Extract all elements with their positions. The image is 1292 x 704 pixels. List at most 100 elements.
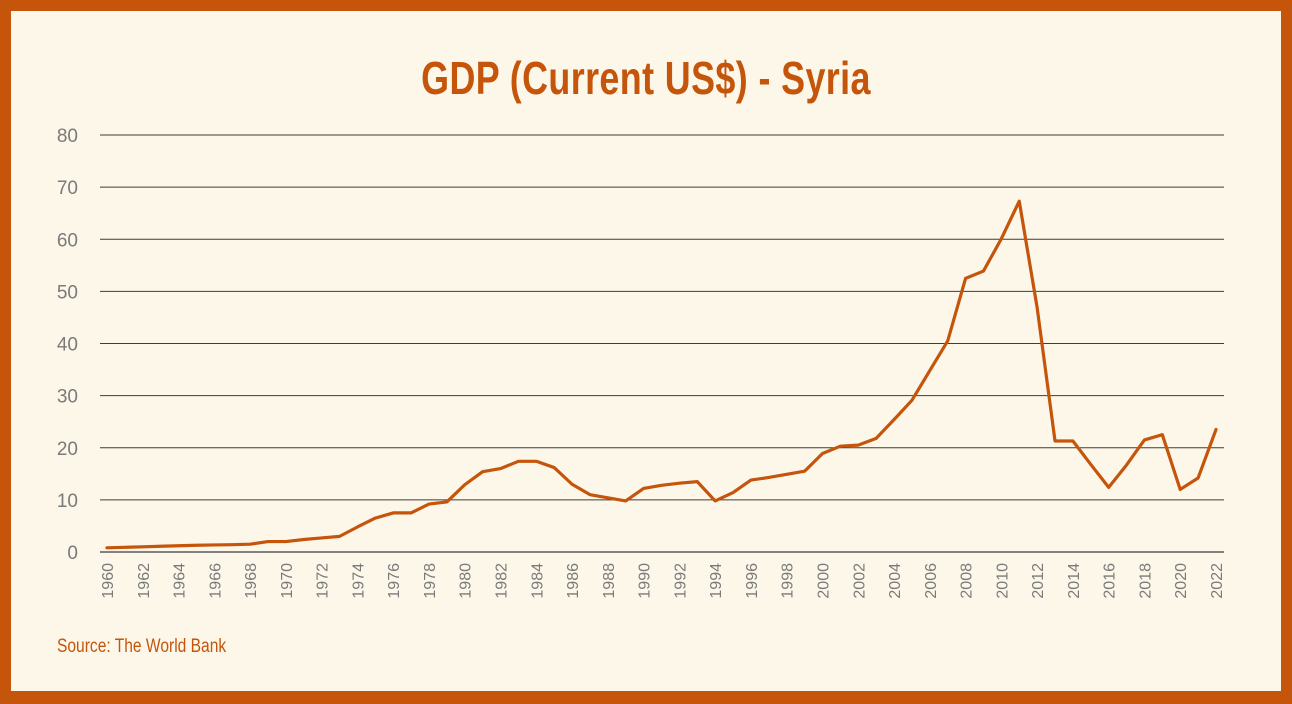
x-tick-label-1972: 1972 xyxy=(315,563,332,599)
data-point-2000 xyxy=(820,451,824,455)
data-point-1983 xyxy=(516,459,520,463)
data-point-1991 xyxy=(660,483,664,487)
data-point-1971 xyxy=(302,537,306,541)
y-tick-label-20: 20 xyxy=(57,439,78,460)
data-point-2004 xyxy=(892,418,896,422)
data-point-1995 xyxy=(731,491,735,495)
x-tick-label-1988: 1988 xyxy=(601,563,618,599)
x-tick-label-1964: 1964 xyxy=(172,563,189,599)
data-point-2021 xyxy=(1196,476,1200,480)
data-point-1966 xyxy=(212,543,216,547)
x-tick-label-1968: 1968 xyxy=(243,563,260,599)
data-point-2011 xyxy=(1017,199,1021,203)
data-point-2018 xyxy=(1142,438,1146,442)
data-point-1992 xyxy=(677,481,681,485)
x-tick-label-2020: 2020 xyxy=(1173,563,1190,599)
data-point-1989 xyxy=(624,499,628,503)
data-point-1974 xyxy=(355,525,359,529)
data-point-2003 xyxy=(874,436,878,440)
y-tick-label-70: 70 xyxy=(57,178,78,199)
data-point-2007 xyxy=(946,339,950,343)
data-point-1987 xyxy=(588,493,592,497)
data-point-1982 xyxy=(499,467,503,471)
data-point-1972 xyxy=(320,536,324,540)
x-tick-label-1960: 1960 xyxy=(100,563,117,599)
x-tick-label-1970: 1970 xyxy=(279,563,296,599)
data-point-2015 xyxy=(1089,462,1093,466)
data-point-2016 xyxy=(1107,485,1111,489)
data-point-1965 xyxy=(194,543,198,547)
data-point-2010 xyxy=(999,237,1003,241)
series-line-gdp xyxy=(105,199,1218,550)
x-tick-label-1980: 1980 xyxy=(458,563,475,599)
x-tick-label-2008: 2008 xyxy=(959,563,976,599)
x-tick-label-2006: 2006 xyxy=(923,563,940,599)
data-point-1961 xyxy=(123,545,127,549)
data-point-1963 xyxy=(159,544,163,548)
x-tick-label-1992: 1992 xyxy=(672,563,689,599)
data-point-1981 xyxy=(481,470,485,474)
data-point-1962 xyxy=(141,545,145,549)
data-point-2014 xyxy=(1071,439,1075,443)
data-point-1985 xyxy=(552,466,556,470)
y-tick-label-0: 0 xyxy=(67,543,78,564)
y-tick-label-40: 40 xyxy=(57,335,78,356)
data-point-1990 xyxy=(642,486,646,490)
data-point-2002 xyxy=(856,443,860,447)
data-point-1970 xyxy=(284,540,288,544)
data-point-1994 xyxy=(713,499,717,503)
data-point-1973 xyxy=(338,534,342,538)
x-tick-label-2002: 2002 xyxy=(851,563,868,599)
x-tick-label-1978: 1978 xyxy=(422,563,439,599)
data-point-1997 xyxy=(767,475,771,479)
data-point-2005 xyxy=(910,398,914,402)
data-point-2009 xyxy=(981,269,985,273)
data-point-1979 xyxy=(445,500,449,504)
x-tick-label-1962: 1962 xyxy=(136,563,153,599)
chart-title: GDP (Current US$) - Syria xyxy=(421,52,871,104)
data-point-1986 xyxy=(570,482,574,486)
data-point-2013 xyxy=(1053,439,1057,443)
data-point-1977 xyxy=(409,511,413,515)
data-point-2012 xyxy=(1035,306,1039,310)
x-tick-label-1986: 1986 xyxy=(565,563,582,599)
x-tick-label-2004: 2004 xyxy=(887,563,904,599)
x-tick-label-1994: 1994 xyxy=(708,563,725,599)
x-tick-label-2018: 2018 xyxy=(1137,563,1154,599)
y-tick-label-30: 30 xyxy=(57,387,78,408)
data-point-2017 xyxy=(1125,463,1129,467)
x-tick-label-2010: 2010 xyxy=(994,563,1011,599)
x-tick-label-1974: 1974 xyxy=(350,563,367,599)
data-point-2001 xyxy=(838,444,842,448)
data-point-2022 xyxy=(1214,428,1218,432)
data-point-2006 xyxy=(928,369,932,373)
data-point-1964 xyxy=(177,544,181,548)
data-point-1967 xyxy=(230,543,234,547)
chart-frame: GDP (Current US$) - Syria Source: The Wo… xyxy=(11,11,1281,691)
y-tick-label-50: 50 xyxy=(57,282,78,303)
x-tick-label-2012: 2012 xyxy=(1030,563,1047,599)
data-point-1998 xyxy=(785,472,789,476)
data-point-1968 xyxy=(248,542,252,546)
data-point-2019 xyxy=(1160,433,1164,437)
y-tick-label-60: 60 xyxy=(57,230,78,251)
data-point-1996 xyxy=(749,478,753,482)
x-tick-label-1996: 1996 xyxy=(744,563,761,599)
data-point-1976 xyxy=(391,511,395,515)
x-tick-label-1990: 1990 xyxy=(637,563,654,599)
y-tick-label-80: 80 xyxy=(57,126,78,147)
data-point-2008 xyxy=(964,276,968,280)
data-point-1978 xyxy=(427,502,431,506)
data-point-1980 xyxy=(463,483,467,487)
x-tick-label-2016: 2016 xyxy=(1102,563,1119,599)
data-point-1999 xyxy=(803,469,807,473)
x-tick-label-1966: 1966 xyxy=(207,563,224,599)
data-point-2020 xyxy=(1178,487,1182,491)
x-tick-label-1982: 1982 xyxy=(494,563,511,599)
x-tick-label-2000: 2000 xyxy=(815,563,832,599)
data-point-1988 xyxy=(606,496,610,500)
data-point-1969 xyxy=(266,540,270,544)
x-tick-label-2022: 2022 xyxy=(1209,563,1226,599)
data-point-1993 xyxy=(695,480,699,484)
